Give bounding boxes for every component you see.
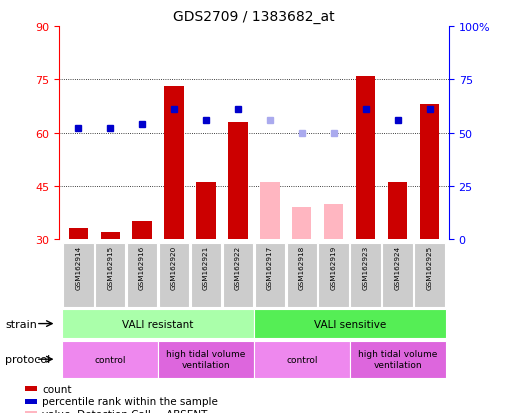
Text: control: control [286,355,318,364]
Text: VALI sensitive: VALI sensitive [313,319,386,329]
Text: GSM162919: GSM162919 [331,246,337,290]
Bar [388,183,407,240]
Bar [127,244,157,308]
Bar [95,244,126,308]
Bar [324,204,343,240]
Text: value, Detection Call = ABSENT: value, Detection Call = ABSENT [42,409,207,413]
Bar [287,244,317,308]
Text: GSM162917: GSM162917 [267,246,273,290]
Text: percentile rank within the sample: percentile rank within the sample [42,396,218,406]
Bar [196,183,215,240]
Bar [191,244,221,308]
Bar [25,387,37,392]
Bar [350,341,446,378]
Text: GSM162923: GSM162923 [363,246,369,290]
Bar [62,309,254,339]
Text: GSM162914: GSM162914 [75,246,81,290]
Text: high tidal volume
ventilation: high tidal volume ventilation [166,350,246,369]
Bar [159,244,189,308]
Bar [415,244,445,308]
Title: GDS2709 / 1383682_at: GDS2709 / 1383682_at [173,10,335,24]
Bar [254,244,285,308]
Text: GSM162916: GSM162916 [139,246,145,290]
Text: high tidal volume
ventilation: high tidal volume ventilation [358,350,438,369]
Text: protocol: protocol [5,354,50,364]
Bar [260,183,280,240]
Text: GSM162921: GSM162921 [203,246,209,290]
Text: GSM162924: GSM162924 [394,246,401,290]
Bar [62,341,158,378]
Bar [356,76,376,240]
Text: strain: strain [5,319,37,329]
Bar [254,309,446,339]
Bar [319,244,349,308]
Text: VALI resistant: VALI resistant [123,319,194,329]
Bar [25,411,37,413]
Text: GSM162922: GSM162922 [235,246,241,290]
Bar [292,208,311,240]
Bar [101,233,120,240]
Bar [165,87,184,240]
Bar [228,123,248,240]
Bar [350,244,381,308]
Bar [25,399,37,404]
Bar [223,244,253,308]
Text: GSM162918: GSM162918 [299,246,305,290]
Text: count: count [42,384,71,394]
Bar [254,341,350,378]
Text: GSM162920: GSM162920 [171,246,177,290]
Text: GSM162925: GSM162925 [427,246,432,290]
Bar [158,341,254,378]
Bar [420,105,439,240]
Text: GSM162915: GSM162915 [107,246,113,290]
Text: control: control [94,355,126,364]
Bar [63,244,93,308]
Bar [69,229,88,240]
Bar [132,222,152,240]
Bar [382,244,413,308]
